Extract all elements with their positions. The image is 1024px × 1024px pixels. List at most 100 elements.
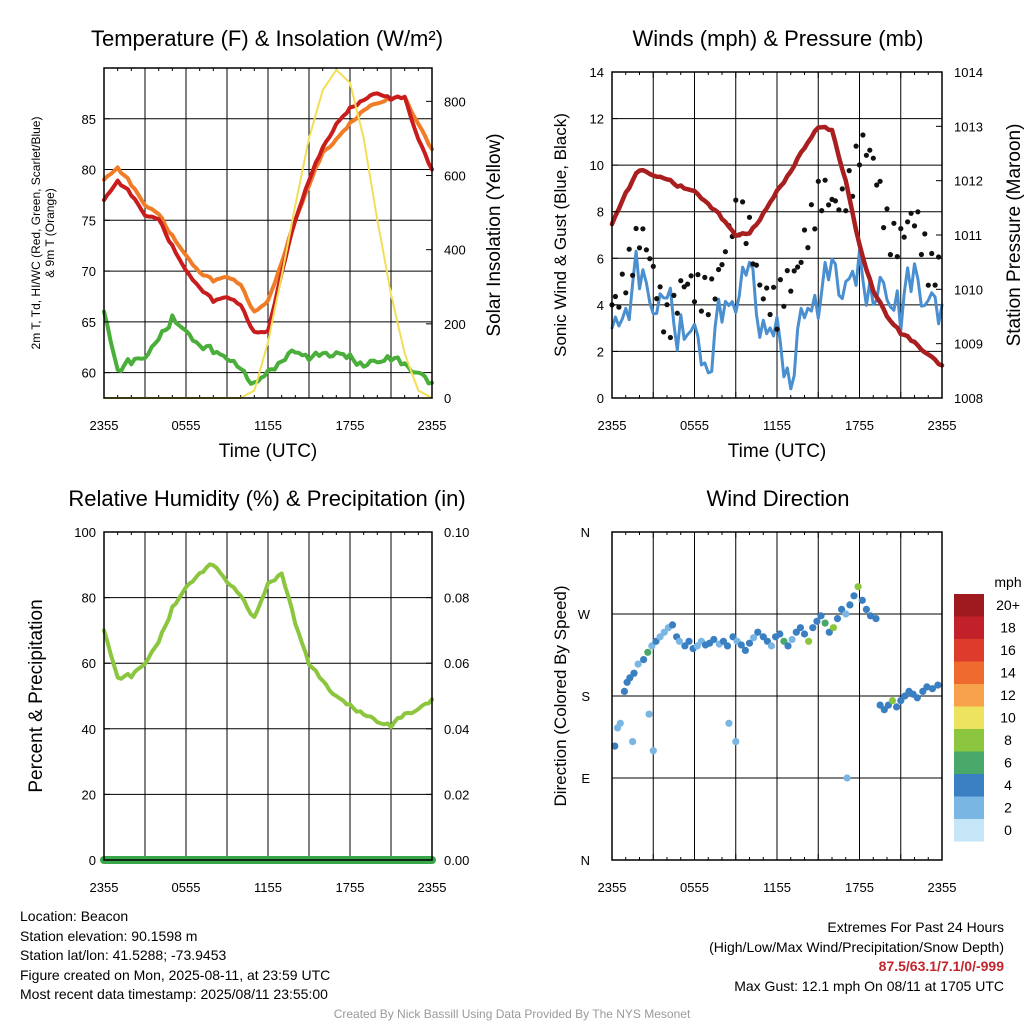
direction-point	[800, 630, 809, 638]
x-tick-label: 1755	[336, 418, 365, 433]
gust-point	[884, 206, 890, 212]
gust-point	[819, 208, 825, 214]
gust-point	[894, 254, 900, 260]
gust-point	[781, 303, 787, 309]
colorbar-swatch	[954, 684, 984, 707]
colorbar-label: 16	[1000, 642, 1016, 658]
gust-point	[791, 268, 797, 274]
x-tick-label: 1155	[254, 880, 282, 895]
direction-point	[629, 738, 637, 746]
direction-point	[838, 605, 846, 614]
direction-point	[649, 747, 657, 755]
gust-point	[636, 245, 643, 251]
gust-point	[922, 231, 928, 237]
gust-point	[764, 285, 770, 291]
direction-point	[668, 621, 677, 629]
colorbar-label: 2	[1004, 800, 1012, 816]
y2-tick-label: 1012	[954, 174, 983, 189]
y2-tick-label: 0.04	[444, 722, 469, 737]
direction-point	[611, 742, 619, 750]
gust-point	[877, 178, 883, 184]
y-axis-label: 2m T, Td, HI/WC (Red, Green, Scarlet/Blu…	[29, 117, 57, 350]
x-tick-label: 1755	[336, 880, 365, 895]
y-tick-label: 4	[597, 298, 604, 313]
sonic-wind-line	[610, 248, 944, 391]
x-tick-label: 2355	[928, 418, 957, 433]
direction-point	[741, 646, 750, 655]
direction-point	[745, 639, 754, 647]
panel-title: Relative Humidity (%) & Precipitation (i…	[68, 486, 465, 511]
y-tick-label: 40	[82, 722, 96, 737]
direction-point	[923, 683, 931, 691]
y2-tick-label: 1014	[954, 65, 983, 80]
direction-point	[767, 642, 776, 650]
y-tick-label: 20	[82, 787, 96, 802]
y2-tick-label: 800	[444, 94, 466, 109]
y-tick-label: 0	[597, 391, 604, 406]
x-axis-label: Time (UTC)	[728, 441, 827, 462]
gust-point	[860, 132, 866, 138]
direction-point	[723, 642, 732, 650]
gust-point	[695, 272, 701, 278]
direction-point	[928, 685, 937, 693]
direction-point	[893, 703, 901, 711]
gust-point	[767, 311, 773, 318]
gust-point	[881, 225, 887, 231]
gust-point	[702, 274, 708, 280]
gust-point	[936, 254, 942, 260]
colorbar-swatch	[954, 661, 984, 684]
gust-point	[908, 210, 914, 216]
direction-point	[829, 624, 838, 632]
panel-title: Temperature (F) & Insolation (W/m²)	[91, 26, 443, 51]
colorbar-label: 12	[1000, 687, 1016, 703]
direction-point	[805, 637, 813, 645]
direction-point	[850, 592, 858, 600]
gust-point	[657, 284, 663, 290]
x-tick-label: 1155	[763, 880, 791, 895]
y-tick-label: 80	[82, 591, 96, 606]
gust-point	[808, 202, 815, 208]
gust-point	[856, 162, 863, 168]
x-tick-label: 0555	[680, 418, 709, 433]
x-tick-label: 2355	[928, 880, 957, 895]
gust-point	[801, 227, 808, 233]
gust-point	[870, 155, 876, 161]
y2-tick-label: 400	[444, 243, 466, 258]
x-tick-label: 2355	[90, 880, 119, 895]
y-tick-label: S	[581, 689, 590, 704]
latlon-text: Station lat/lon: 41.5288; -73.9453	[20, 947, 227, 964]
colorbar-label: 20+	[996, 597, 1020, 613]
gust-point	[640, 226, 646, 232]
colorbar-swatch	[954, 796, 984, 819]
y-tick-label: 60	[82, 366, 96, 381]
direction-point	[630, 669, 638, 677]
extremes-legend: (High/Low/Max Wind/Precipitation/Snow De…	[709, 938, 1004, 955]
colorbar-label: 18	[1000, 620, 1016, 636]
direction-point	[648, 642, 656, 650]
direction-point	[784, 642, 792, 650]
panel-3: Relative Humidity (%) & Precipitation (i…	[26, 486, 469, 895]
x-tick-label: 2355	[598, 880, 627, 895]
gust-point	[853, 143, 859, 149]
y-tick-label: 14	[590, 65, 604, 80]
y-axis-label: Sonic Wind & Gust (Blue, Black)	[551, 113, 570, 357]
y2-tick-label: 0.08	[444, 591, 469, 606]
gust-point	[839, 186, 845, 192]
direction-point	[788, 635, 796, 644]
gust-point	[619, 271, 625, 277]
humidity-line	[102, 562, 434, 730]
y2-axis-label: Solar Insolation (Yellow)	[484, 133, 505, 336]
direction-point	[640, 656, 648, 664]
y2-tick-label: 200	[444, 317, 466, 332]
y-axis-label-line: 2m T, Td, HI/WC (Red, Green, Scarlet/Blu…	[29, 117, 43, 350]
direction-point	[872, 615, 880, 623]
gust-point	[925, 282, 931, 288]
direction-point	[656, 633, 664, 641]
y2-tick-label: 0.06	[444, 656, 469, 671]
panel-2: Winds (mph) & Pressure (mb) 2355 0555 1155 1…	[551, 26, 1024, 462]
gust-point	[626, 246, 632, 252]
colorbar-label: 4	[1004, 777, 1012, 793]
x-tick-label: 2355	[418, 880, 447, 895]
y2-tick-label: 1008	[954, 391, 983, 406]
figure: Temperature (F) & Insolation (W/m²) 2355 0…	[26, 26, 1024, 895]
